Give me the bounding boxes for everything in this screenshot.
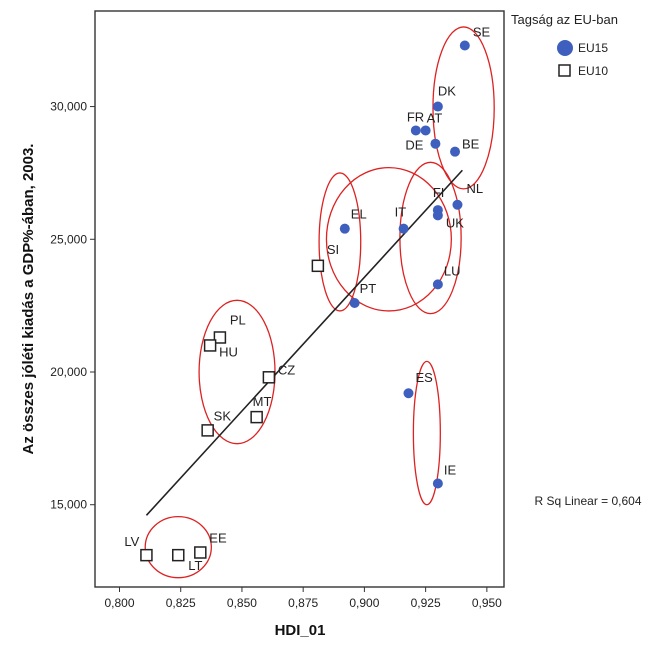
point-ee <box>194 546 207 559</box>
point-pl <box>213 331 227 344</box>
point-lu <box>432 279 443 290</box>
point-dk <box>432 101 443 112</box>
x-axis: 0,800 0,825 0,850 0,875 0,900 0,925 0,950 <box>104 587 502 610</box>
point-label-fr: FR <box>407 109 424 124</box>
point-label-pt: PT <box>360 281 377 296</box>
x-tick-label: 0,950 <box>472 596 502 610</box>
y-axis-title: Az összes jóléti kiadás a GDP%-ában, 200… <box>20 144 37 455</box>
legend: Tagság az EU-ban EU15 EU10 <box>511 12 618 78</box>
x-tick-label: 0,925 <box>411 596 441 610</box>
fit-line-group <box>145 169 463 516</box>
r-squared-label: R Sq Linear = 0,604 <box>534 494 641 508</box>
point-be <box>450 146 461 157</box>
point-label-fi: FI <box>433 185 445 200</box>
y-tick-label: 30,000 <box>50 100 87 114</box>
point-label-lu: LU <box>444 263 461 278</box>
point-sk <box>201 424 214 437</box>
legend-title: Tagság az EU-ban <box>511 12 618 27</box>
point-label-ee: EE <box>209 530 227 545</box>
point-mt <box>250 410 263 424</box>
x-tick-label: 0,900 <box>349 596 379 610</box>
point-pt <box>349 297 360 308</box>
x-tick-label: 0,800 <box>104 596 134 610</box>
highlight-ellipse <box>144 516 212 579</box>
point-cz <box>262 371 276 384</box>
highlight-ellipse <box>318 172 362 312</box>
point-label-sk: SK <box>214 408 232 423</box>
x-tick-label: 0,825 <box>166 596 196 610</box>
point-label-hu: HU <box>219 344 238 359</box>
legend-label-eu15: EU15 <box>578 41 608 55</box>
point-label-dk: DK <box>438 84 456 99</box>
point-lt <box>172 548 185 562</box>
point-label-at: AT <box>427 110 443 125</box>
y-tick-label: 25,000 <box>50 232 87 246</box>
highlight-ellipse <box>432 26 495 190</box>
point-label-nl: NL <box>466 181 483 196</box>
x-axis-title: HDI_01 <box>275 622 326 639</box>
point-lv <box>140 548 153 562</box>
point-label-el: EL <box>351 207 367 222</box>
point-hu <box>203 339 217 352</box>
point-label-es: ES <box>415 370 433 385</box>
point-label-lv: LV <box>124 534 139 549</box>
point-es <box>403 388 414 399</box>
point-el <box>339 223 350 234</box>
y-tick-label: 15,000 <box>50 498 87 512</box>
x-tick-label: 0,850 <box>227 596 257 610</box>
point-label-be: BE <box>462 137 480 152</box>
point-se <box>459 40 470 51</box>
point-label-pl: PL <box>230 312 246 327</box>
y-tick-label: 20,000 <box>50 365 87 379</box>
point-label-it: IT <box>395 205 407 220</box>
legend-marker-eu10 <box>558 64 571 77</box>
point-nl <box>452 199 463 210</box>
point-label-ie: IE <box>444 462 457 477</box>
highlight-ellipse <box>412 360 441 506</box>
point-label-se: SE <box>473 25 491 40</box>
point-de <box>430 138 441 149</box>
point-label-lt: LT <box>188 558 202 573</box>
point-at <box>420 125 431 136</box>
fit-line <box>145 169 463 516</box>
point-uk <box>432 210 443 221</box>
x-tick-label: 0,875 <box>288 596 318 610</box>
point-fr <box>410 125 421 136</box>
highlight-ellipse <box>325 166 452 312</box>
point-label-de: DE <box>405 138 423 153</box>
legend-marker-eu15 <box>557 40 573 56</box>
point-label-cz: CZ <box>278 362 295 377</box>
point-label-si: SI <box>327 242 339 257</box>
point-it <box>398 223 409 234</box>
point-label-uk: UK <box>446 215 464 230</box>
point-si <box>311 259 325 273</box>
point-label-mt: MT <box>253 394 272 409</box>
point-ie <box>432 478 443 489</box>
y-axis: 15,000 20,000 25,000 30,000 <box>50 100 95 512</box>
legend-label-eu10: EU10 <box>578 64 608 78</box>
